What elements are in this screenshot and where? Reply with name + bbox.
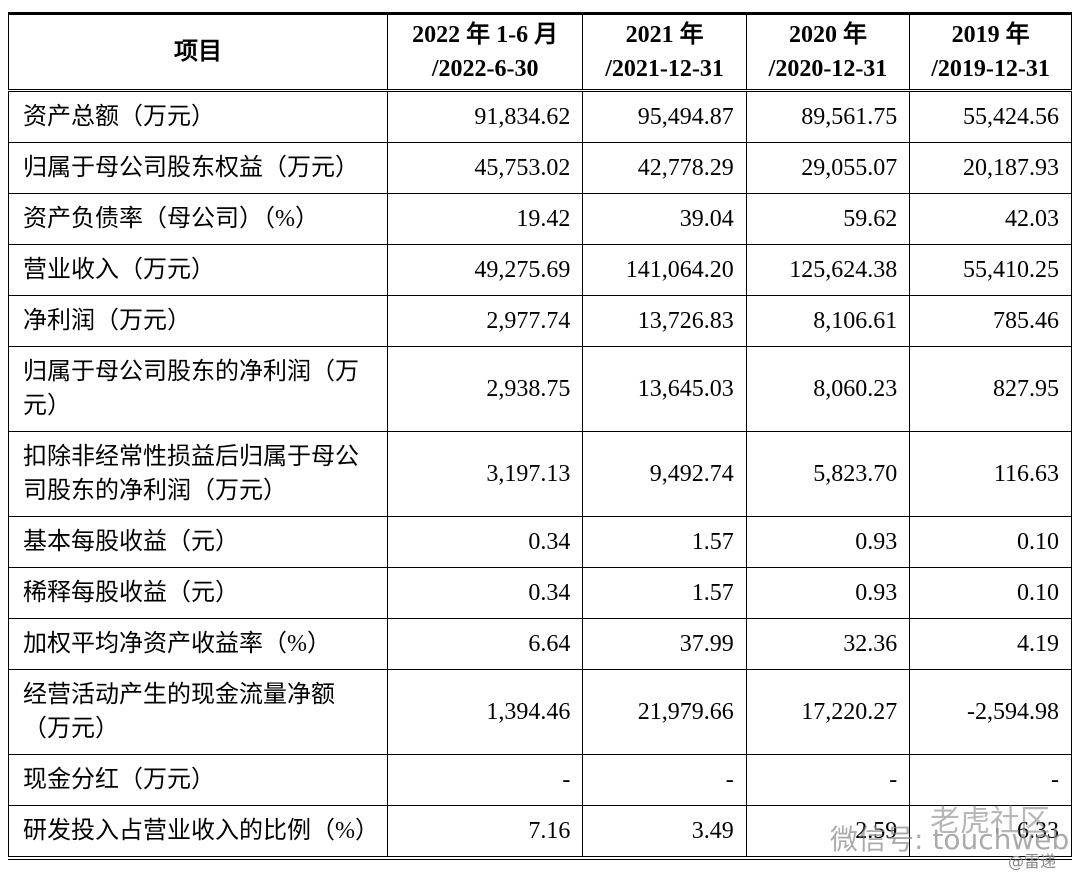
row-label: 净利润（万元） [8, 295, 388, 347]
table-row: 营业收入（万元） 49,275.69 141,064.20 125,624.38 55,… [8, 244, 1072, 296]
cell-value: - [745, 754, 911, 806]
cell-value: 21,979.66 [582, 669, 747, 755]
cell-value: 5,823.70 [745, 431, 911, 517]
header-text: 2021 年 [625, 22, 704, 48]
cell-value: - [386, 754, 584, 806]
row-label: 现金分红（万元） [8, 754, 388, 806]
table-row: 资产总额（万元） 91,834.62 95,494.87 89,561.75 55,42… [8, 90, 1072, 143]
table-row: 归属于母公司股东的净利润（万元） 2,938.75 13,645.03 8,060.2… [8, 346, 1072, 432]
header-cell: 项目 [8, 13, 388, 91]
cell-value: 17,220.27 [745, 669, 911, 755]
header-cell: 2021 年/2021-12-31 [582, 13, 747, 91]
table-row: 净利润（万元） 2,977.74 13,726.83 8,106.61 785.46 [8, 295, 1072, 347]
cell-value: 9,492.74 [582, 431, 747, 517]
cell-value: 13,726.83 [582, 295, 747, 347]
cell-value: 2,938.75 [386, 346, 584, 432]
row-label: 归属于母公司股东的净利润（万元） [8, 346, 388, 432]
cell-value: 0.93 [745, 516, 911, 568]
cell-value: 141,064.20 [582, 244, 747, 296]
cell-value: 8,060.23 [745, 346, 911, 432]
cell-value: 91,834.62 [386, 90, 584, 143]
cell-value: 19.42 [386, 193, 584, 245]
cell-value: 0.93 [745, 567, 911, 619]
cell-value: 0.34 [386, 567, 584, 619]
table-row: 稀释每股收益（元） 0.34 1.57 0.93 0.10 [8, 567, 1072, 619]
row-label: 经营活动产生的现金流量净额（万元） [8, 669, 388, 755]
cell-value: 785.46 [909, 295, 1072, 347]
cell-value: 1,394.46 [386, 669, 584, 755]
header-text: 项目 [174, 39, 222, 65]
cell-value: 0.34 [386, 516, 584, 568]
cell-value: 32.36 [745, 618, 911, 670]
header-text: 2019 年 [951, 22, 1030, 48]
cell-value: 42.03 [909, 193, 1072, 245]
cell-value: 39.04 [582, 193, 747, 245]
cell-value: 6.33 [909, 805, 1072, 859]
header-text: /2019-12-31 [931, 56, 1050, 82]
cell-value: 59.62 [745, 193, 911, 245]
header-text: 2022 年 1-6 月 [412, 22, 559, 48]
cell-value: - [582, 754, 747, 806]
row-label: 扣除非经常性损益后归属于母公司股东的净利润（万元） [8, 431, 388, 517]
cell-value: 95,494.87 [582, 90, 747, 143]
table-row: 研发投入占营业收入的比例（%） 7.16 3.49 2.59 6.33 [8, 805, 1072, 859]
table-row: 加权平均净资产收益率（%） 6.64 37.99 32.36 4.19 [8, 618, 1072, 670]
cell-value: - [909, 754, 1072, 806]
header-text: /2020-12-31 [768, 56, 888, 82]
cell-value: 3,197.13 [386, 431, 584, 517]
table-row: 扣除非经常性损益后归属于母公司股东的净利润（万元） 3,197.13 9,492.7… [8, 431, 1072, 517]
cell-value: 55,410.25 [909, 244, 1072, 296]
cell-value: -2,594.98 [909, 669, 1072, 755]
cell-value: 7.16 [386, 805, 584, 859]
row-label: 资产负债率（母公司）（%） [8, 193, 388, 245]
watermark-brand: 老虎社区 [930, 804, 1050, 839]
row-label: 归属于母公司股东权益（万元） [8, 142, 388, 194]
cell-value: 49,275.69 [386, 244, 584, 296]
table-row: 经营活动产生的现金流量净额（万元） 1,394.46 21,979.66 17,220… [8, 669, 1072, 755]
financial-table: 项目 2022 年 1-6 月/2022-6-30 2021 年/2021-12-3… [8, 12, 1072, 860]
table-row: 资产负债率（母公司）（%） 19.42 39.04 59.62 42.03 [8, 193, 1072, 245]
cell-value: 116.63 [909, 431, 1072, 517]
header-cell: 2020 年/2020-12-31 [745, 13, 911, 91]
cell-value: 55,424.56 [909, 90, 1072, 143]
cell-value: 3.49 [582, 805, 747, 859]
watermark-account: 微信号: touchweb [830, 823, 1070, 856]
cell-value: 2.59 [745, 805, 911, 859]
cell-value: 1.57 [582, 567, 747, 619]
header-text: 2020 年 [788, 22, 867, 48]
table-row: 归属于母公司股东权益（万元） 45,753.02 42,778.29 29,055.0… [8, 142, 1072, 194]
table-body: 资产总额（万元） 91,834.62 95,494.87 89,561.75 55,42… [8, 90, 1072, 859]
cell-value: 6.64 [386, 618, 584, 670]
row-label: 资产总额（万元） [8, 90, 388, 143]
cell-value: 89,561.75 [745, 90, 911, 143]
header-text: /2021-12-31 [605, 56, 724, 82]
cell-value: 29,055.07 [745, 142, 911, 194]
cell-value: 13,645.03 [582, 346, 747, 432]
header-cell: 2019 年/2019-12-31 [909, 13, 1072, 91]
table-row: 基本每股收益（元） 0.34 1.57 0.93 0.10 [8, 516, 1072, 568]
row-label: 基本每股收益（元） [8, 516, 388, 568]
cell-value: 4.19 [909, 618, 1072, 670]
row-label: 研发投入占营业收入的比例（%） [8, 805, 388, 859]
cell-value: 42,778.29 [582, 142, 747, 194]
cell-value: 1.57 [582, 516, 747, 568]
table-row: 现金分红（万元） - - - - [8, 754, 1072, 806]
header-cell: 2022 年 1-6 月/2022-6-30 [386, 13, 584, 91]
header-row: 项目 2022 年 1-6 月/2022-6-30 2021 年/2021-12-3… [8, 13, 1072, 91]
cell-value: 0.10 [909, 516, 1072, 568]
cell-value: 827.95 [909, 346, 1072, 432]
row-label: 加权平均净资产收益率（%） [8, 618, 388, 670]
header-text: /2022-6-30 [431, 56, 539, 82]
cell-value: 2,977.74 [386, 295, 584, 347]
cell-value: 0.10 [909, 567, 1072, 619]
cell-value: 125,624.38 [745, 244, 911, 296]
cell-value: 45,753.02 [386, 142, 584, 194]
watermark-source: @雷递 [1008, 852, 1057, 871]
cell-value: 8,106.61 [745, 295, 911, 347]
row-label: 稀释每股收益（元） [8, 567, 388, 619]
row-label: 营业收入（万元） [8, 244, 388, 296]
cell-value: 20,187.93 [909, 142, 1072, 194]
cell-value: 37.99 [582, 618, 747, 670]
